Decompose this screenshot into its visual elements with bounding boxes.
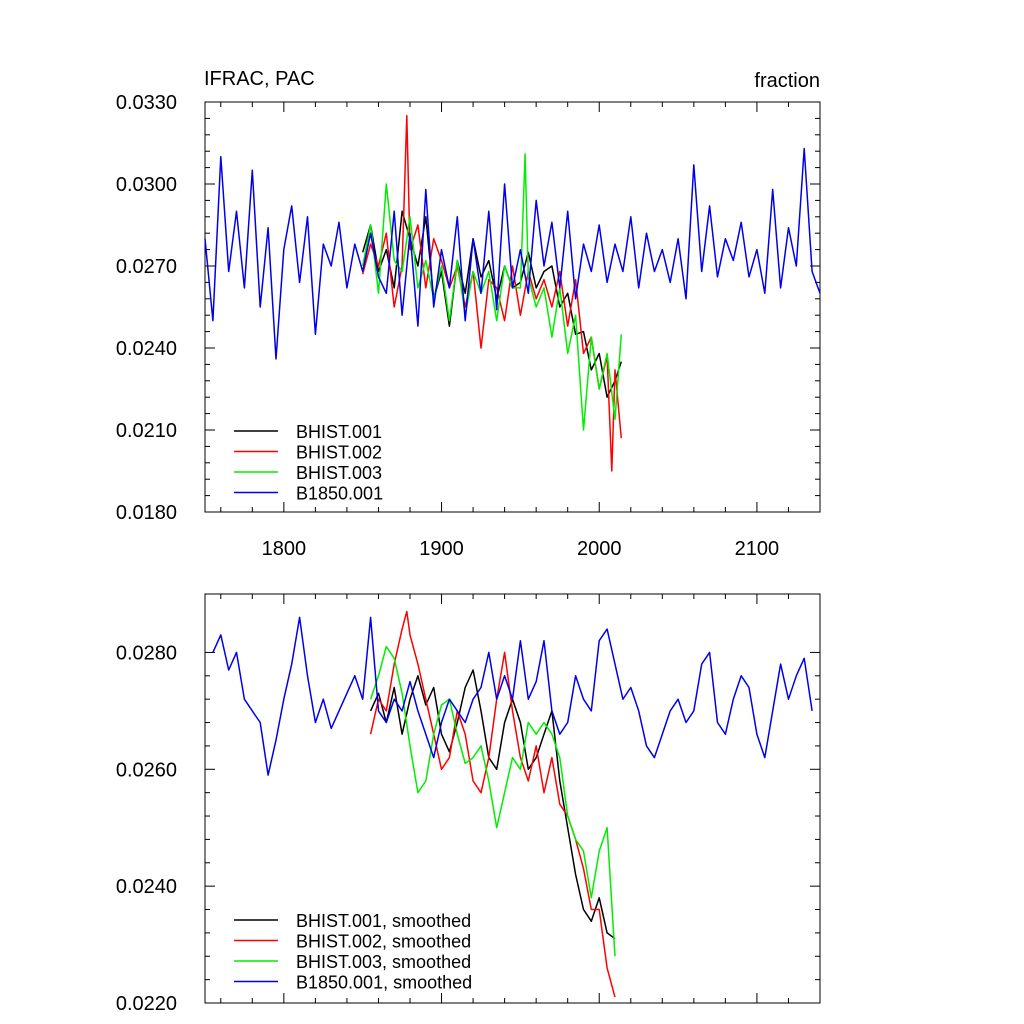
x-tick-label: 2100	[735, 538, 780, 560]
legend-label: BHIST.002	[296, 443, 382, 463]
series-line-2	[369, 645, 616, 957]
panel-bottom: 0.0220 0.0240 0.0260 0.0280 BHIST.001, smoot…	[116, 593, 821, 1015]
y-tick-label: 0.0220	[116, 993, 177, 1015]
series-line-1	[361, 114, 623, 472]
series-line-0	[369, 669, 616, 940]
y-tick-label: 0.0300	[116, 174, 177, 196]
y-tick-label: 0.0240	[116, 876, 177, 898]
y-tick-label: 0.0260	[116, 759, 177, 781]
x-tick-label: 1900	[419, 538, 464, 560]
y-tick-label: 0.0180	[116, 502, 177, 524]
legend-label: B1850.001, smoothed	[296, 973, 472, 993]
series-line-0	[361, 210, 623, 398]
chart-units: fraction	[754, 70, 820, 92]
y-tick-label: 0.0270	[116, 256, 177, 278]
series-line-3	[204, 147, 821, 360]
legend-label: B1850.001	[296, 484, 383, 504]
y-tick-label: 0.0330	[116, 92, 177, 114]
y-tick-label: 0.0240	[116, 338, 177, 360]
legend-label: BHIST.001	[296, 422, 382, 442]
plot-frame	[204, 101, 821, 513]
panel-top: 0.0180 0.0210 0.0240 0.0270 0.0300 0.0330 1800…	[116, 92, 821, 560]
y-tick-label: 0.0280	[116, 642, 177, 664]
legend-label: BHIST.001, smoothed	[296, 911, 471, 931]
chart-title: IFRAC, PAC	[204, 68, 315, 90]
x-tick-label: 1800	[262, 538, 307, 560]
y-tick-label: 0.0210	[116, 420, 177, 442]
series-line-2	[361, 153, 623, 431]
legend-label: BHIST.002, smoothed	[296, 932, 471, 952]
legend-label: BHIST.003	[296, 463, 382, 483]
plot-frame	[204, 593, 821, 1004]
legend-label: BHIST.003, smoothed	[296, 952, 471, 972]
series-line-3	[212, 616, 813, 776]
x-tick-label: 2000	[577, 538, 622, 560]
